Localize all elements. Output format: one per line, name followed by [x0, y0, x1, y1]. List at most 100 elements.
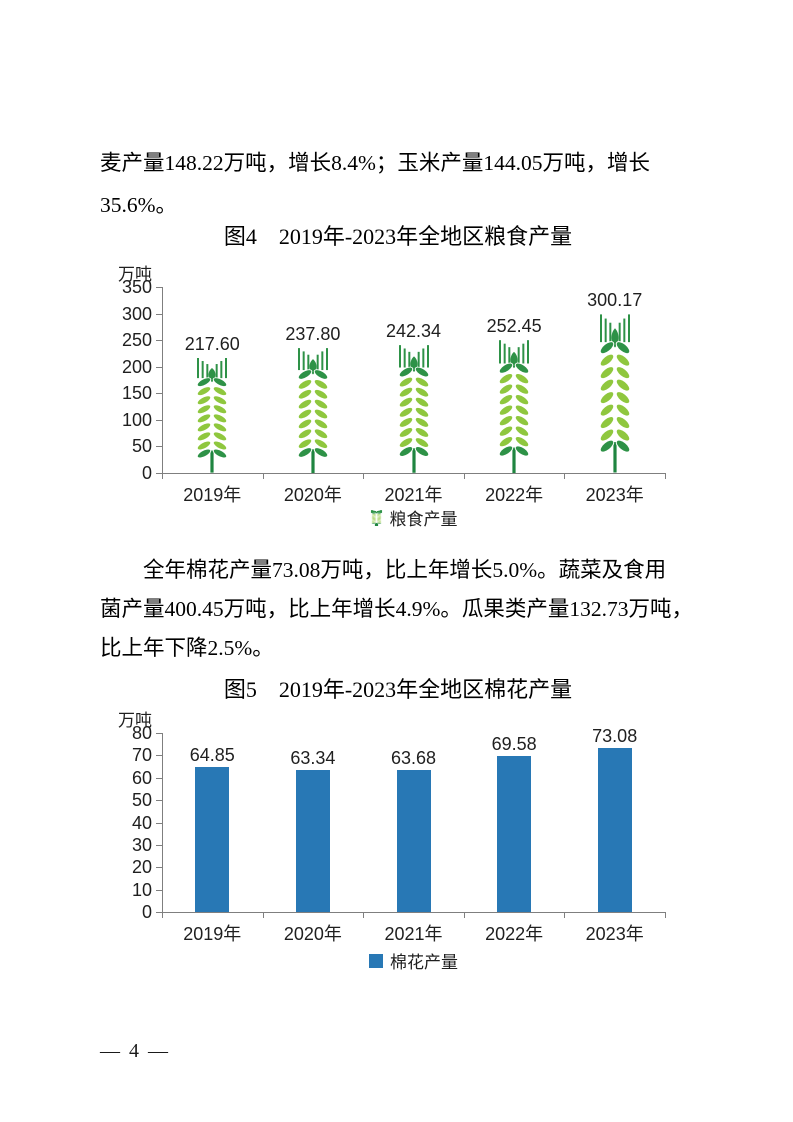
y-tick-label: 100 [121, 409, 152, 430]
category-label: 2021年 [384, 924, 443, 944]
y-tick-mark [156, 800, 162, 802]
y-axis-line [162, 733, 163, 912]
x-tick-mark [463, 473, 465, 479]
value-label: 64.85 [189, 744, 235, 765]
y-tick-mark [156, 889, 162, 891]
page-number: — 4 — [100, 1040, 170, 1062]
y-tick-mark [156, 340, 162, 342]
y-tick-label: 50 [131, 436, 152, 457]
value-label: 242.34 [385, 321, 442, 342]
figure4-grain-chart: 万吨 0 50 100 150 200 250 300 350 217.60 2019年 237.80… [100, 255, 696, 533]
value-label: 237.80 [285, 323, 341, 344]
y-tick-label: 20 [131, 857, 152, 878]
category-label: 2020年 [283, 924, 342, 944]
paragraph-grain-text: 麦产量148.22万吨，增长8.4%；玉米产量144.05万吨，增长 35.6%… [100, 142, 700, 226]
x-axis-line [162, 912, 666, 913]
category-label: 2022年 [485, 485, 544, 505]
value-label: 73.08 [592, 726, 638, 747]
legend: 粮食产量 [162, 505, 665, 530]
paragraph-line: 菌产量400.45万吨，比上年增长4.9%。瓜果类产量132.73万吨， [100, 597, 694, 621]
x-tick-mark [162, 473, 163, 479]
x-tick-mark [665, 912, 666, 918]
x-tick-mark [463, 912, 465, 918]
y-axis-line [162, 287, 163, 473]
y-tick-mark [156, 393, 162, 395]
x-axis-line [162, 473, 666, 474]
cotton-bar [195, 766, 230, 912]
wheat-legend-icon [370, 510, 383, 526]
y-tick-label: 250 [121, 330, 152, 351]
y-tick-mark [156, 287, 162, 288]
category-label: 2019年 [183, 924, 242, 944]
wheat-ear-pictogram [595, 313, 635, 473]
x-tick-mark [564, 473, 566, 479]
value-label: 63.34 [290, 748, 336, 769]
value-label: 69.58 [491, 734, 537, 755]
legend-label: 棉花产量 [390, 953, 458, 972]
figure5-cotton-chart: 万吨 0 10 20 30 40 50 60 70 80 64.85 2019年 63.34 2020年 6… [100, 705, 696, 983]
paragraph-line: 35.6%。 [100, 193, 178, 217]
value-label: 300.17 [587, 290, 643, 311]
y-tick-label: 10 [131, 879, 152, 900]
cotton-legend-swatch [369, 953, 383, 968]
y-tick-mark [156, 313, 162, 315]
y-tick-mark [156, 446, 162, 448]
legend: 棉花产量 [162, 948, 665, 973]
value-label: 63.68 [390, 747, 437, 768]
y-axis-unit-label: 万吨 [118, 711, 152, 730]
y-tick-label: 200 [121, 356, 152, 377]
wheat-ear-pictogram [293, 347, 333, 473]
y-tick-mark [156, 366, 162, 368]
figure4-title: 图4 2019年-2023年全地区粮食产量 [223, 224, 573, 249]
y-axis-unit-label: 万吨 [118, 265, 152, 284]
y-tick-label: 50 [131, 790, 152, 811]
cotton-bar [396, 769, 431, 912]
y-tick-label: 150 [121, 383, 152, 404]
category-label: 2023年 [585, 924, 644, 944]
wheat-ear-pictogram [494, 339, 534, 473]
x-tick-mark [665, 473, 666, 479]
legend-label: 粮食产量 [389, 510, 458, 529]
y-tick-label: 0 [141, 902, 152, 922]
y-tick-mark [156, 912, 162, 913]
x-tick-mark [564, 912, 566, 918]
y-tick-mark [156, 755, 162, 757]
x-tick-mark [363, 473, 365, 479]
y-tick-mark [156, 473, 162, 474]
x-tick-mark [262, 473, 264, 479]
value-label: 217.60 [184, 334, 240, 355]
cotton-bar [295, 770, 330, 912]
paragraph-line: 麦产量148.22万吨，增长8.4%；玉米产量144.05万吨，增长 [100, 151, 651, 175]
y-tick-label: 300 [121, 303, 152, 324]
y-tick-mark [156, 419, 162, 421]
wheat-ear-pictogram [192, 357, 232, 473]
y-tick-label: 60 [131, 767, 152, 788]
y-tick-mark [156, 733, 162, 734]
y-tick-mark [156, 777, 162, 779]
x-tick-mark [262, 912, 264, 918]
y-tick-mark [156, 822, 162, 824]
y-tick-mark [156, 844, 162, 846]
category-label: 2020年 [283, 485, 342, 505]
y-tick-label: 30 [131, 834, 152, 855]
category-label: 2022年 [485, 924, 544, 944]
cotton-bar [497, 756, 532, 912]
y-tick-label: 70 [131, 745, 152, 766]
y-tick-label: 350 [121, 277, 152, 297]
cotton-bar [597, 748, 632, 912]
paragraph-line: 比上年下降2.5%。 [100, 636, 274, 660]
category-label: 2023年 [585, 485, 644, 505]
y-tick-label: 40 [131, 812, 152, 833]
figure5-title: 图5 2019年-2023年全地区棉花产量 [223, 677, 573, 702]
paragraph-cotton-text: 全年棉花产量73.08万吨，比上年增长5.0%。蔬菜及食用 菌产量400.45万… [100, 551, 700, 668]
category-label: 2019年 [183, 485, 242, 505]
x-tick-mark [162, 912, 163, 918]
y-tick-label: 80 [131, 723, 152, 743]
paragraph-line: 全年棉花产量73.08万吨，比上年增长5.0%。蔬菜及食用 [143, 558, 667, 582]
x-tick-mark [363, 912, 365, 918]
category-label: 2021年 [384, 485, 443, 505]
value-label: 252.45 [486, 315, 542, 336]
wheat-ear-pictogram [394, 344, 434, 473]
y-tick-label: 0 [141, 463, 152, 483]
